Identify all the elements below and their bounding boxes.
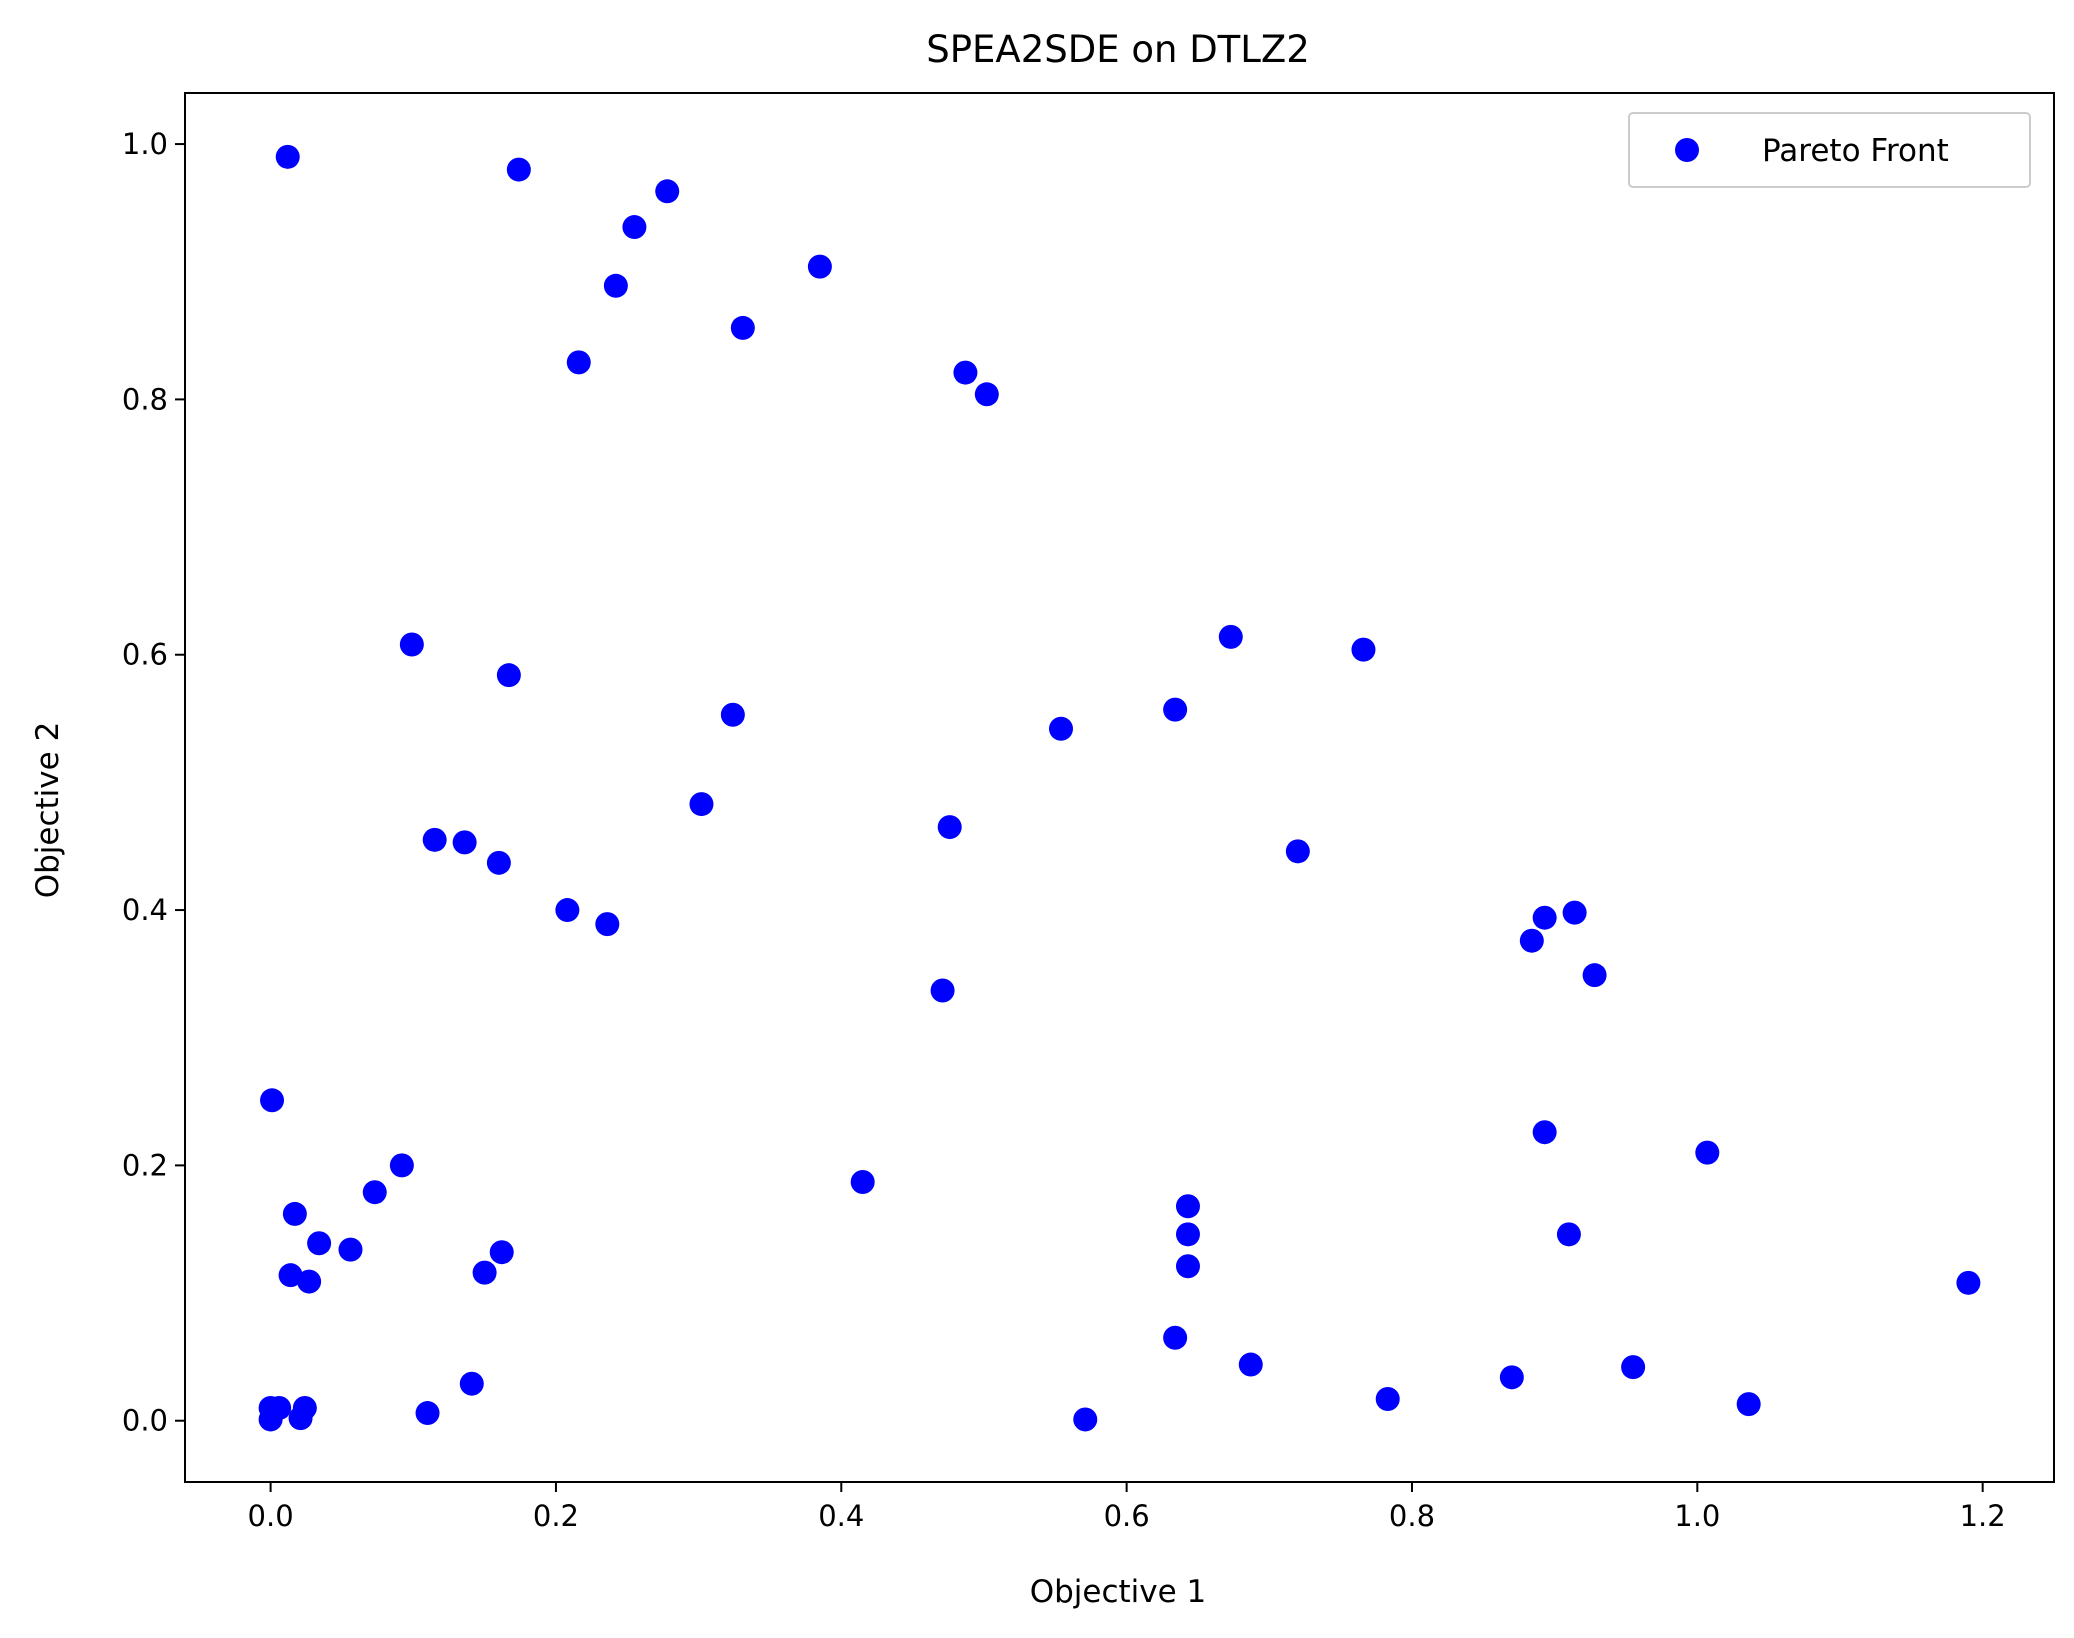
data-point xyxy=(1956,1270,1981,1295)
data-point xyxy=(362,1180,387,1205)
data-point xyxy=(278,1263,303,1288)
data-point xyxy=(415,1401,440,1426)
data-point xyxy=(622,215,647,240)
data-point xyxy=(1621,1355,1646,1380)
data-point xyxy=(275,144,300,169)
data-point xyxy=(1163,697,1188,722)
data-point xyxy=(1695,1140,1720,1165)
data-point xyxy=(689,792,714,817)
data-point xyxy=(1175,1194,1200,1219)
y-axis: 0.0 0.2 0.4 0.6 0.8 1.0 xyxy=(122,127,185,1438)
y-tick-label: 0.6 xyxy=(122,638,168,672)
data-point xyxy=(1073,1407,1098,1432)
data-point xyxy=(937,815,962,840)
y-tick-label: 0.4 xyxy=(122,893,168,927)
data-points xyxy=(258,144,1981,1432)
x-tick-label: 0.0 xyxy=(248,1499,294,1533)
y-tick-label: 1.0 xyxy=(122,127,168,161)
y-tick-label: 0.2 xyxy=(122,1148,168,1182)
y-tick-label: 0.0 xyxy=(122,1404,168,1438)
data-point xyxy=(1556,1222,1581,1247)
data-point xyxy=(1163,1325,1188,1350)
data-point xyxy=(1532,1120,1557,1145)
data-point xyxy=(555,898,580,923)
data-point xyxy=(506,157,531,182)
data-point xyxy=(282,1201,307,1226)
data-point xyxy=(489,1240,514,1265)
data-point xyxy=(1499,1365,1524,1390)
x-axis-label: Objective 1 xyxy=(1030,1574,1207,1610)
data-point xyxy=(1351,637,1376,662)
x-tick-label: 0.6 xyxy=(1104,1499,1150,1533)
legend-frame xyxy=(1628,112,2031,188)
data-point xyxy=(1519,928,1544,953)
data-point xyxy=(1375,1387,1400,1412)
data-point xyxy=(1238,1352,1263,1377)
data-point xyxy=(297,1269,322,1294)
data-point xyxy=(930,978,955,1003)
data-point xyxy=(389,1153,414,1178)
data-point xyxy=(974,382,999,407)
data-point xyxy=(1736,1392,1761,1417)
data-point xyxy=(595,912,620,937)
data-point xyxy=(1218,624,1243,649)
data-point xyxy=(496,663,521,688)
y-axis-label: Objective 2 xyxy=(30,722,66,899)
legend-label: Pareto Front xyxy=(1762,133,1949,169)
plot-area xyxy=(184,92,2055,1483)
data-point xyxy=(1049,716,1074,741)
y-tick-label: 0.8 xyxy=(122,382,168,416)
data-point xyxy=(258,1407,283,1432)
data-point xyxy=(1285,839,1310,864)
data-point xyxy=(566,350,591,375)
data-point xyxy=(1582,963,1607,988)
data-point xyxy=(452,830,477,855)
data-point xyxy=(288,1406,313,1431)
data-point xyxy=(850,1169,875,1194)
data-point xyxy=(260,1088,285,1113)
data-point xyxy=(472,1260,497,1285)
x-tick-label: 1.0 xyxy=(1674,1499,1720,1533)
x-tick-label: 1.2 xyxy=(1960,1499,2006,1533)
data-point xyxy=(1532,905,1557,930)
data-point xyxy=(459,1371,484,1396)
x-tick-label: 0.2 xyxy=(533,1499,579,1533)
plot-frame xyxy=(184,92,2055,1483)
legend-marker xyxy=(1675,138,1699,162)
data-point xyxy=(730,315,755,340)
data-point xyxy=(338,1237,363,1262)
data-point xyxy=(655,179,680,204)
data-point xyxy=(720,702,745,727)
data-point xyxy=(1562,900,1587,925)
data-point xyxy=(1175,1222,1200,1247)
x-tick-label: 0.4 xyxy=(818,1499,864,1533)
data-point xyxy=(486,850,511,875)
legend: Pareto Front xyxy=(1628,112,2031,188)
x-tick-label: 0.8 xyxy=(1389,1499,1435,1533)
data-point xyxy=(807,254,832,279)
data-point xyxy=(953,360,978,385)
data-point xyxy=(399,632,424,657)
data-point xyxy=(1175,1254,1200,1279)
data-point xyxy=(603,273,628,298)
x-axis: 0.0 0.2 0.4 0.6 0.8 1.0 1.2 xyxy=(248,1482,2006,1533)
chart-title: SPEA2SDE on DTLZ2 xyxy=(926,28,1310,71)
data-point xyxy=(422,827,447,852)
data-point xyxy=(307,1231,332,1256)
